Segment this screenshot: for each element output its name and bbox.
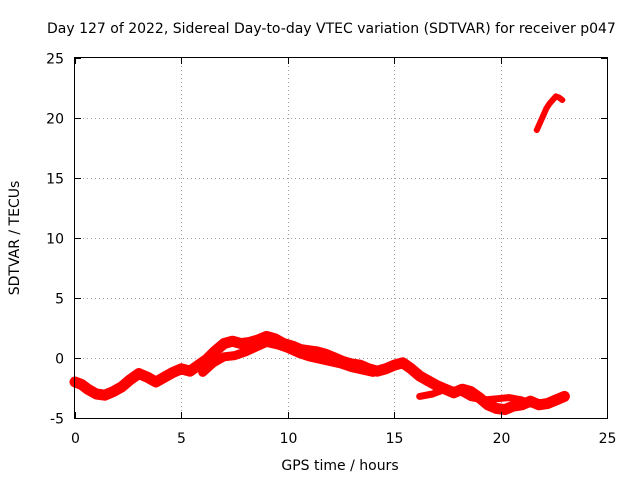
data-point	[391, 362, 398, 369]
data-point	[493, 395, 500, 402]
data-point	[546, 100, 553, 107]
data-series	[69, 93, 570, 416]
data-point	[212, 347, 219, 354]
data-point	[493, 405, 500, 412]
data-point	[416, 373, 423, 379]
y-axis-label: SDTVAR / TECUs	[7, 181, 23, 296]
data-point	[501, 406, 508, 413]
x-tick-label: 5	[177, 431, 186, 447]
data-point	[369, 369, 376, 376]
x-tick-label: 25	[599, 431, 617, 447]
data-point	[144, 374, 151, 381]
data-point	[536, 119, 543, 126]
data-point	[399, 359, 406, 366]
data-point	[544, 399, 551, 406]
data-point	[382, 365, 389, 372]
data-point	[518, 397, 525, 403]
data-point	[231, 352, 238, 359]
y-tick-label: -5	[50, 412, 64, 428]
data-point	[152, 379, 159, 385]
data-point	[348, 364, 355, 371]
data-point	[531, 401, 538, 408]
data-point	[110, 388, 117, 395]
data-point	[455, 387, 462, 394]
data-point	[274, 341, 281, 348]
data-point	[84, 386, 91, 393]
data-point	[556, 94, 563, 101]
data-point	[327, 358, 334, 365]
data-point	[284, 345, 291, 352]
y-tick-label: 25	[46, 52, 64, 68]
data-point	[314, 349, 321, 355]
x-axis-label: GPS time / hours	[281, 458, 398, 474]
data-point	[442, 386, 449, 393]
data-point	[210, 359, 217, 366]
data-point	[557, 395, 564, 402]
data-point	[359, 367, 366, 373]
axis-ticks	[75, 58, 608, 419]
plot-frame	[74, 57, 608, 419]
data-point	[252, 344, 259, 351]
x-tick-label: 15	[386, 431, 404, 447]
data-point	[199, 369, 206, 376]
data-point	[246, 339, 253, 346]
data-point	[338, 361, 344, 367]
data-point	[242, 349, 249, 355]
data-point	[263, 339, 270, 346]
y-tick-label: 5	[55, 292, 64, 308]
data-point	[467, 394, 474, 401]
data-point	[169, 369, 176, 376]
data-point	[229, 338, 236, 345]
grid-lines	[75, 58, 607, 418]
data-point	[480, 397, 487, 403]
chart-title: Day 127 of 2022, Sidereal Day-to-day VTE…	[47, 21, 616, 37]
data-point	[540, 112, 547, 119]
data-point	[549, 97, 556, 103]
data-point	[161, 374, 168, 381]
data-point	[220, 340, 227, 347]
data-point	[186, 368, 193, 375]
data-point	[237, 340, 244, 347]
data-point	[101, 392, 108, 399]
data-point	[295, 350, 302, 357]
data-point	[416, 393, 423, 400]
x-tick-label: 0	[71, 431, 80, 447]
data-point	[425, 377, 432, 384]
data-point	[506, 394, 513, 401]
data-point	[220, 353, 227, 360]
data-point	[127, 376, 134, 383]
y-tick-label: 20	[46, 112, 64, 128]
y-tick-label: 0	[55, 352, 64, 368]
data-point	[429, 391, 436, 397]
data-point	[316, 356, 323, 363]
data-point	[135, 370, 142, 377]
data-point	[306, 353, 313, 360]
x-tick-label: 20	[493, 431, 511, 447]
y-tick-label: 10	[46, 232, 64, 248]
data-point	[195, 362, 202, 369]
data-point	[78, 381, 85, 388]
x-tick-label: 10	[280, 431, 298, 447]
data-point	[552, 93, 559, 100]
data-point	[408, 365, 415, 372]
data-point	[178, 365, 185, 372]
data-point	[433, 382, 440, 389]
x-tick-labels: 0 5 10 15 20 25	[71, 431, 616, 447]
data-point	[533, 127, 540, 133]
data-point	[93, 391, 100, 397]
data-point	[510, 403, 517, 409]
data-point	[203, 356, 210, 363]
data-point	[543, 105, 550, 112]
y-tick-label: 15	[46, 172, 64, 188]
y-tick-labels: -5 0 5 10 15 20 25	[46, 52, 64, 428]
data-point	[118, 383, 125, 390]
data-point	[559, 97, 566, 103]
